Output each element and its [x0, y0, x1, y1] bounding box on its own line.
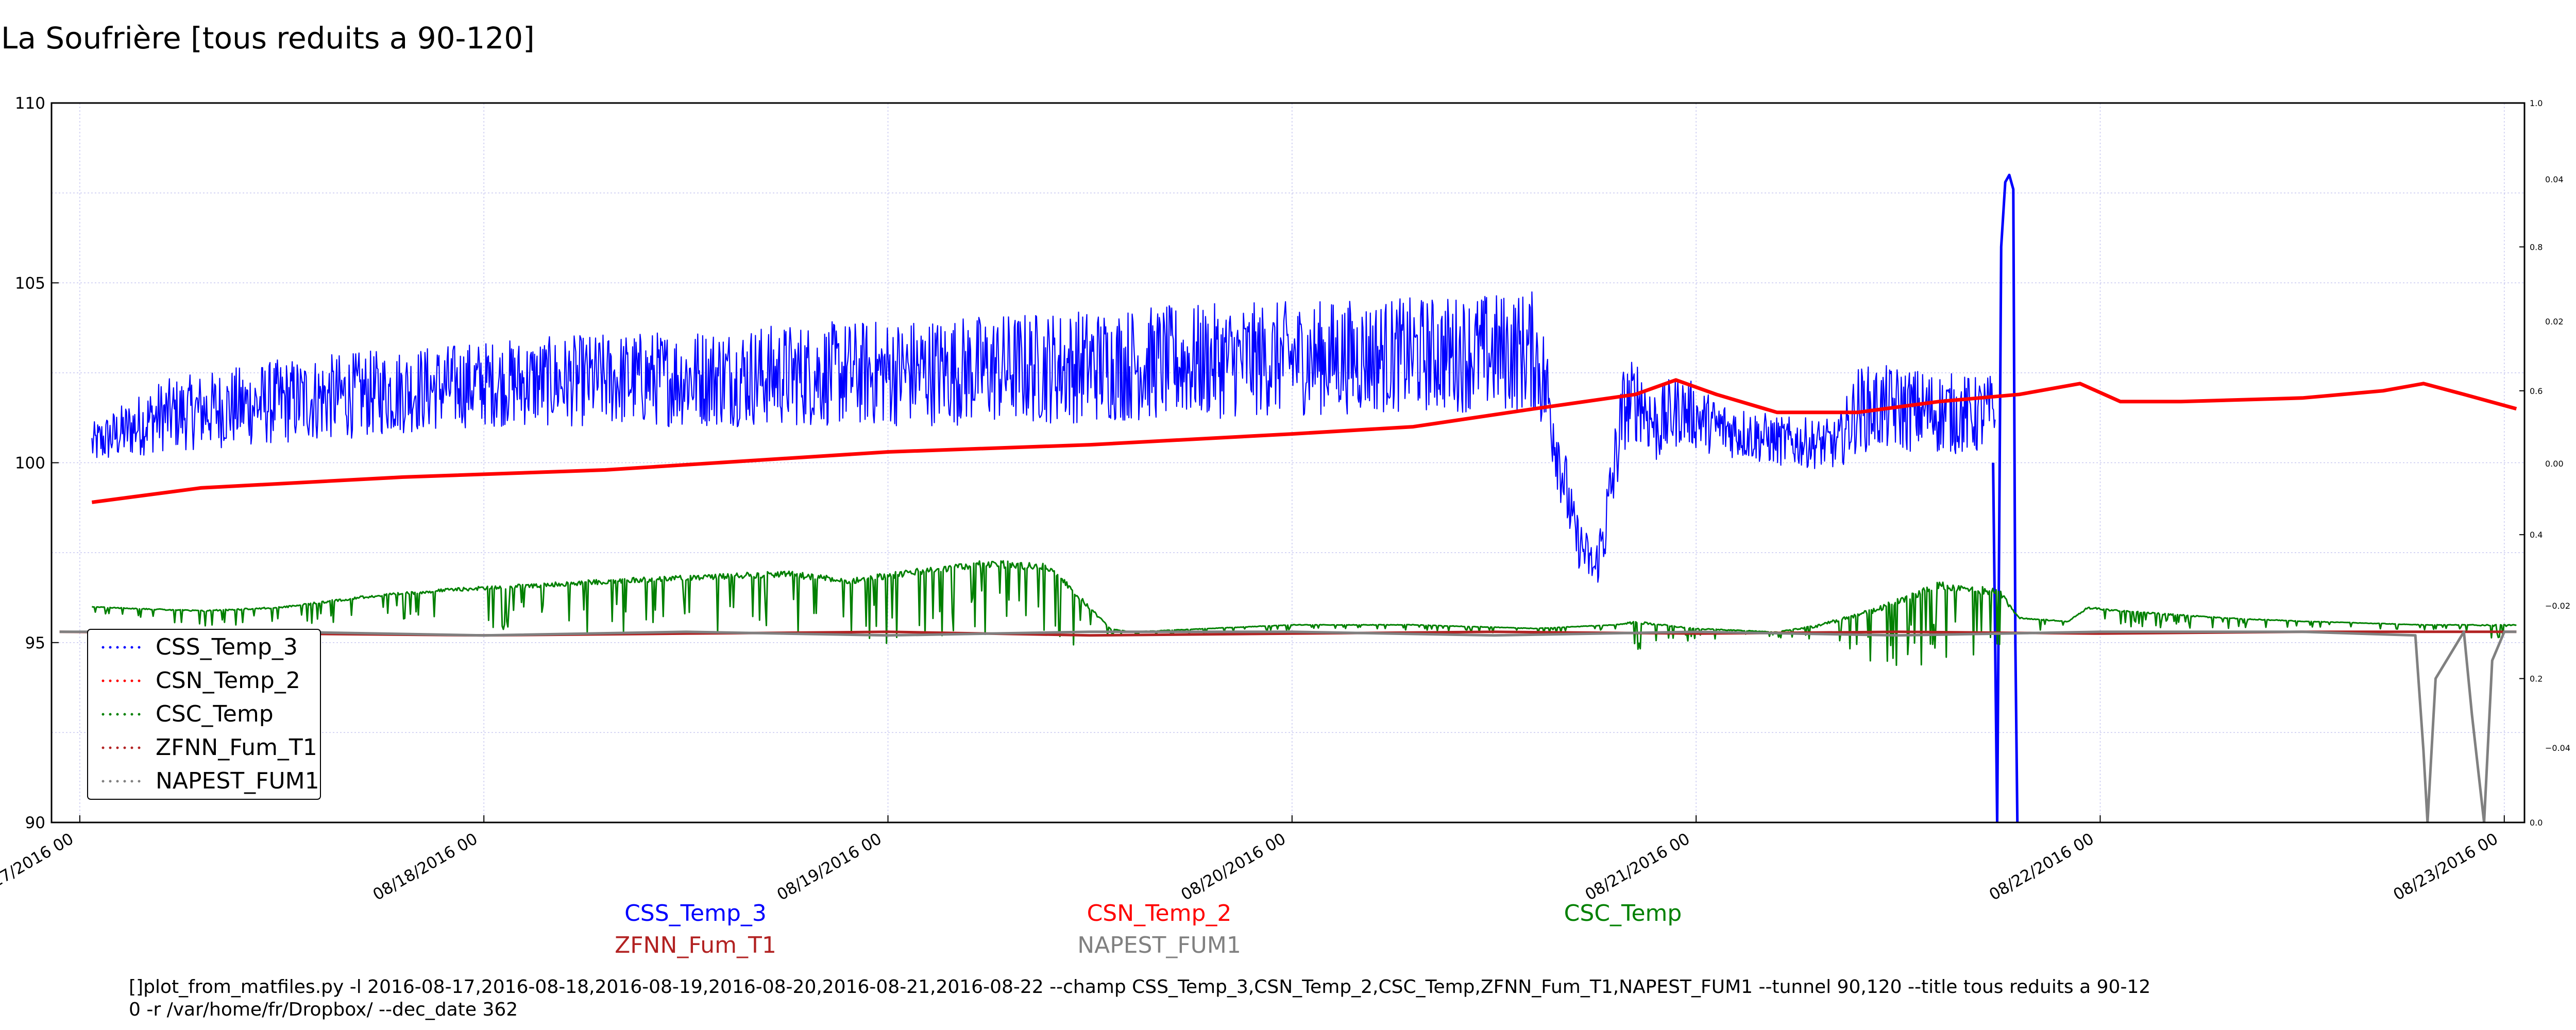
- x-tick-label: 08/22/2016 00: [1986, 830, 2097, 904]
- command-line-2: 0 -r /var/home/fr/Dropbox/ --dec_date 36…: [129, 999, 518, 1020]
- legend-marker: [116, 679, 119, 682]
- x-tick-label: 08/21/2016 00: [1582, 830, 1693, 904]
- axis-layer: 90 95 100 105 110 08/17/2016 00 08/18/2016 00 0…: [0, 94, 2570, 904]
- legend-entry: NAPEST_FUM1: [156, 768, 319, 794]
- x-tick-label: 08/17/2016 00: [0, 830, 77, 904]
- series-line-csc-temp: [91, 560, 2517, 666]
- legend-entry: CSS_Temp_3: [156, 634, 298, 660]
- x-tick-label: 08/20/2016 00: [1178, 830, 1289, 904]
- legend-marker: [138, 646, 141, 649]
- legend-marker: [109, 746, 112, 749]
- series-name-label: CSC_Temp: [1564, 900, 1682, 926]
- legend-marker: [116, 746, 119, 749]
- y-tick-label: 110: [15, 94, 45, 113]
- series-line-napest-fum1: [59, 630, 2517, 822]
- right-tick-label: 1.0: [2530, 98, 2543, 108]
- plot-frame: [50, 102, 2526, 823]
- x-tick-label: 08/18/2016 00: [370, 830, 481, 904]
- legend-marker: [109, 780, 112, 783]
- legend: CSS_Temp_3 CSN_Temp_2 CSC_Temp ZFNN_Fum_T1 N…: [87, 629, 321, 800]
- legend-entry: CSN_Temp_2: [156, 667, 300, 694]
- x-tick-label: 08/19/2016 00: [774, 830, 885, 904]
- series-line-css-temp-3: [91, 291, 1996, 583]
- right-tick-label: 0.0: [2530, 818, 2543, 828]
- right-tick-label: 0.2: [2530, 674, 2543, 684]
- legend-marker: [138, 713, 141, 716]
- series-name-label: CSS_Temp_3: [624, 900, 767, 926]
- legend-marker: [101, 679, 105, 682]
- right-tick-label: 0.8: [2530, 242, 2543, 252]
- legend-marker: [109, 646, 112, 649]
- legend-marker: [130, 713, 133, 716]
- legend-marker: [116, 646, 119, 649]
- series-name-label: NAPEST_FUM1: [1077, 932, 1241, 958]
- y-tick-label: 105: [15, 274, 45, 293]
- y-tick-label: 100: [15, 454, 45, 473]
- right-inner-tick-label: 0.02: [2545, 317, 2564, 327]
- x-tick-label: 08/23/2016 00: [2390, 830, 2501, 904]
- legend-entry: CSC_Temp: [156, 701, 274, 727]
- legend-marker: [123, 713, 126, 716]
- command-line: []plot_from_matfiles.py -l 2016-08-17,20…: [129, 976, 2150, 1021]
- legend-marker: [101, 646, 105, 649]
- legend-marker: [123, 780, 126, 783]
- legend-marker: [109, 713, 112, 716]
- legend-marker: [130, 780, 133, 783]
- y-tick-label: 90: [25, 814, 45, 832]
- series-name-label: ZFNN_Fum_T1: [615, 932, 776, 958]
- page-title: La Soufrière [tous reduits a 90-120]: [1, 21, 535, 56]
- legend-marker: [101, 713, 105, 716]
- legend-marker: [116, 780, 119, 783]
- legend-marker: [116, 713, 119, 716]
- legend-marker: [138, 679, 141, 682]
- grid-layer: [52, 102, 2524, 823]
- right-inner-tick-label: 0.04: [2545, 175, 2564, 184]
- right-inner-tick-label: −0.02: [2545, 601, 2570, 611]
- legend-marker: [138, 746, 141, 749]
- right-tick-label: 0.6: [2530, 386, 2543, 396]
- legend-marker: [130, 679, 133, 682]
- legend-marker: [101, 780, 105, 783]
- legend-box: [87, 629, 321, 800]
- legend-marker: [123, 646, 126, 649]
- command-line-1: []plot_from_matfiles.py -l 2016-08-17,20…: [129, 976, 2151, 998]
- series-layer: [59, 174, 2517, 822]
- legend-marker: [138, 780, 141, 783]
- series-line-csn-temp-2: [91, 378, 2517, 504]
- legend-marker: [130, 646, 133, 649]
- right-inner-tick-label: 0.00: [2545, 459, 2564, 469]
- legend-marker: [101, 746, 105, 749]
- legend-marker: [123, 746, 126, 749]
- series-name-label: CSN_Temp_2: [1087, 900, 1232, 926]
- series-line-css-temp-3-spike: [1992, 174, 2019, 822]
- legend-marker: [109, 679, 112, 682]
- right-tick-label: 0.4: [2530, 530, 2543, 540]
- right-inner-tick-label: −0.04: [2545, 743, 2570, 753]
- legend-marker: [130, 746, 133, 749]
- legend-marker: [123, 679, 126, 682]
- legend-entry: ZFNN_Fum_T1: [156, 734, 317, 761]
- y-tick-label: 95: [25, 634, 45, 653]
